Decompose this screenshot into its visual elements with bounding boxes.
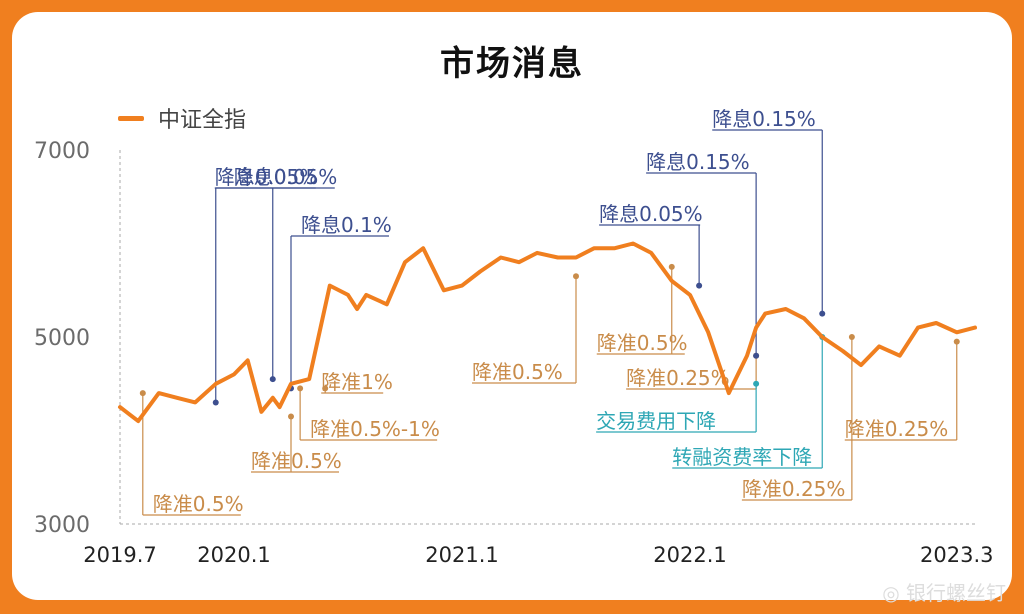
annotation-label: 降准0.5%-1%: [310, 417, 440, 441]
series-line: [118, 241, 977, 424]
watermark: ◎ 银行螺丝钉: [882, 577, 1006, 606]
annotation-point: [269, 376, 276, 383]
legend-swatch: [118, 115, 144, 121]
chart-title-text: 市场消息: [434, 36, 590, 85]
annotation-point: [212, 399, 219, 406]
series-layer: [118, 241, 977, 424]
annotation-point: [322, 385, 329, 392]
legend: 中证全指: [118, 102, 246, 134]
x-tick-label: 2019.7: [83, 543, 156, 567]
annotation-point: [573, 273, 579, 280]
x-tick-label: 2022.1: [653, 543, 726, 567]
annotation-label: 降息0.15%: [712, 107, 816, 131]
annotation-point: [668, 263, 675, 270]
annotation-point: [297, 385, 304, 392]
y-tick-label: 5000: [34, 326, 90, 351]
annotation-label: 降准0.25%: [845, 417, 949, 441]
y-tick-label: 7000: [34, 139, 90, 164]
watermark-text: 银行螺丝钉: [906, 581, 1006, 605]
annotation-label: 转融资费率下降: [672, 445, 812, 469]
annotation-label: 降息0.05%: [599, 202, 703, 226]
annotation-label: 降息0.15%: [646, 150, 750, 174]
chart-title: 市场消息: [0, 36, 1024, 85]
annotation-label: 降准0.25%: [742, 477, 846, 501]
y-tick-label: 3000: [34, 513, 90, 538]
annotations: 降准0.5%降息0.05%降息0.05%降准0.5%降息0.1%降准0.5%-1…: [139, 107, 960, 516]
axes: 7000 5000 3000 2019.7 2020.1 2021.1 2022.1 2023…: [34, 139, 994, 567]
annotation-point: [139, 390, 146, 397]
legend-label: 中证全指: [158, 108, 247, 133]
annotation-label: 降准0.25%: [626, 366, 730, 390]
annotation-point: [819, 310, 826, 317]
annotation-label: 降息0.05%: [234, 165, 338, 189]
annotation-label: 交易费用下降: [596, 409, 716, 433]
annotation-point: [953, 338, 960, 345]
annotation-point: [696, 282, 703, 289]
x-tick-label: 2021.1: [425, 543, 498, 567]
annotation-label: 降息0.1%: [301, 213, 392, 237]
x-tick-label: 2020.1: [197, 543, 270, 567]
annotation-label: 降准0.5%: [251, 449, 342, 473]
annotation-label: 降准0.5%: [153, 492, 244, 516]
annotation-point: [848, 334, 855, 340]
annotation-point: [753, 352, 760, 359]
chart-card: [12, 12, 1012, 600]
weibo-icon: ◎: [882, 581, 906, 605]
annotation-label: 降息0.05%: [215, 165, 319, 189]
x-tick-label: 2023.3: [920, 543, 993, 567]
annotation-label: 降准1%: [321, 370, 393, 394]
annotation-point: [288, 413, 294, 420]
annotation-label: 降准0.5%: [597, 331, 688, 355]
annotation-label: 降准0.5%: [472, 360, 563, 384]
annotation-point: [753, 380, 760, 387]
